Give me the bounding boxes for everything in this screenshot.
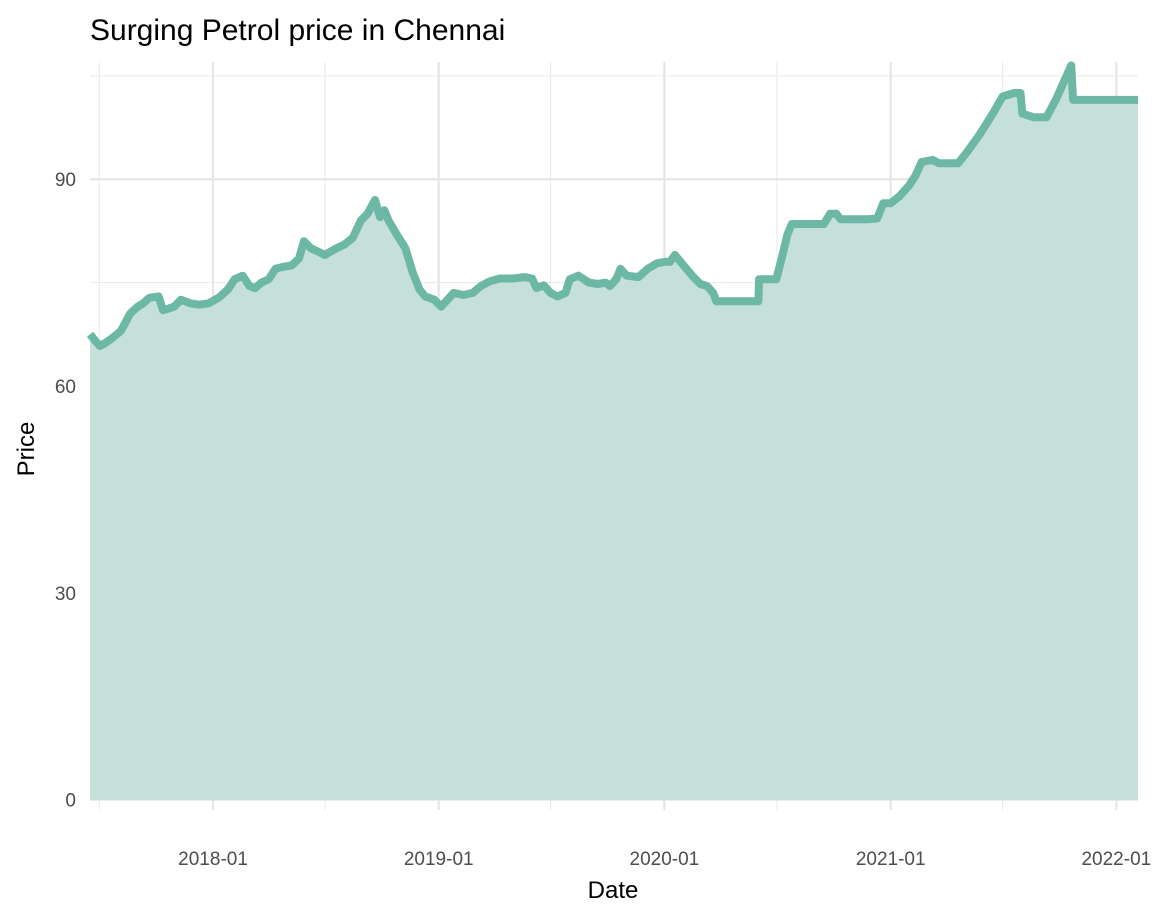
price-area-fill bbox=[90, 65, 1138, 800]
x-tick-label: 2018-01 bbox=[178, 849, 248, 870]
price-line bbox=[86, 61, 1138, 350]
y-tick-label: 60 bbox=[55, 377, 76, 398]
y-tick-label: 90 bbox=[55, 170, 76, 191]
x-tick-label: 2021-01 bbox=[856, 849, 926, 870]
x-axis-tick-labels: 2018-01 2019-01 2020-01 2021-01 2022-01 bbox=[178, 849, 1151, 870]
y-axis-tick-labels: 0 30 60 90 bbox=[55, 170, 76, 811]
x-axis-title: Date bbox=[588, 877, 639, 904]
chart-title: Surging Petrol price in Chennai bbox=[90, 14, 505, 47]
x-tick-label: 2022-01 bbox=[1081, 849, 1151, 870]
y-tick-label: 0 bbox=[65, 791, 76, 812]
y-axis-title: Price bbox=[13, 422, 40, 477]
x-tick-label: 2019-01 bbox=[404, 849, 474, 870]
x-tick-label: 2020-01 bbox=[630, 849, 700, 870]
y-tick-label: 30 bbox=[55, 584, 76, 605]
